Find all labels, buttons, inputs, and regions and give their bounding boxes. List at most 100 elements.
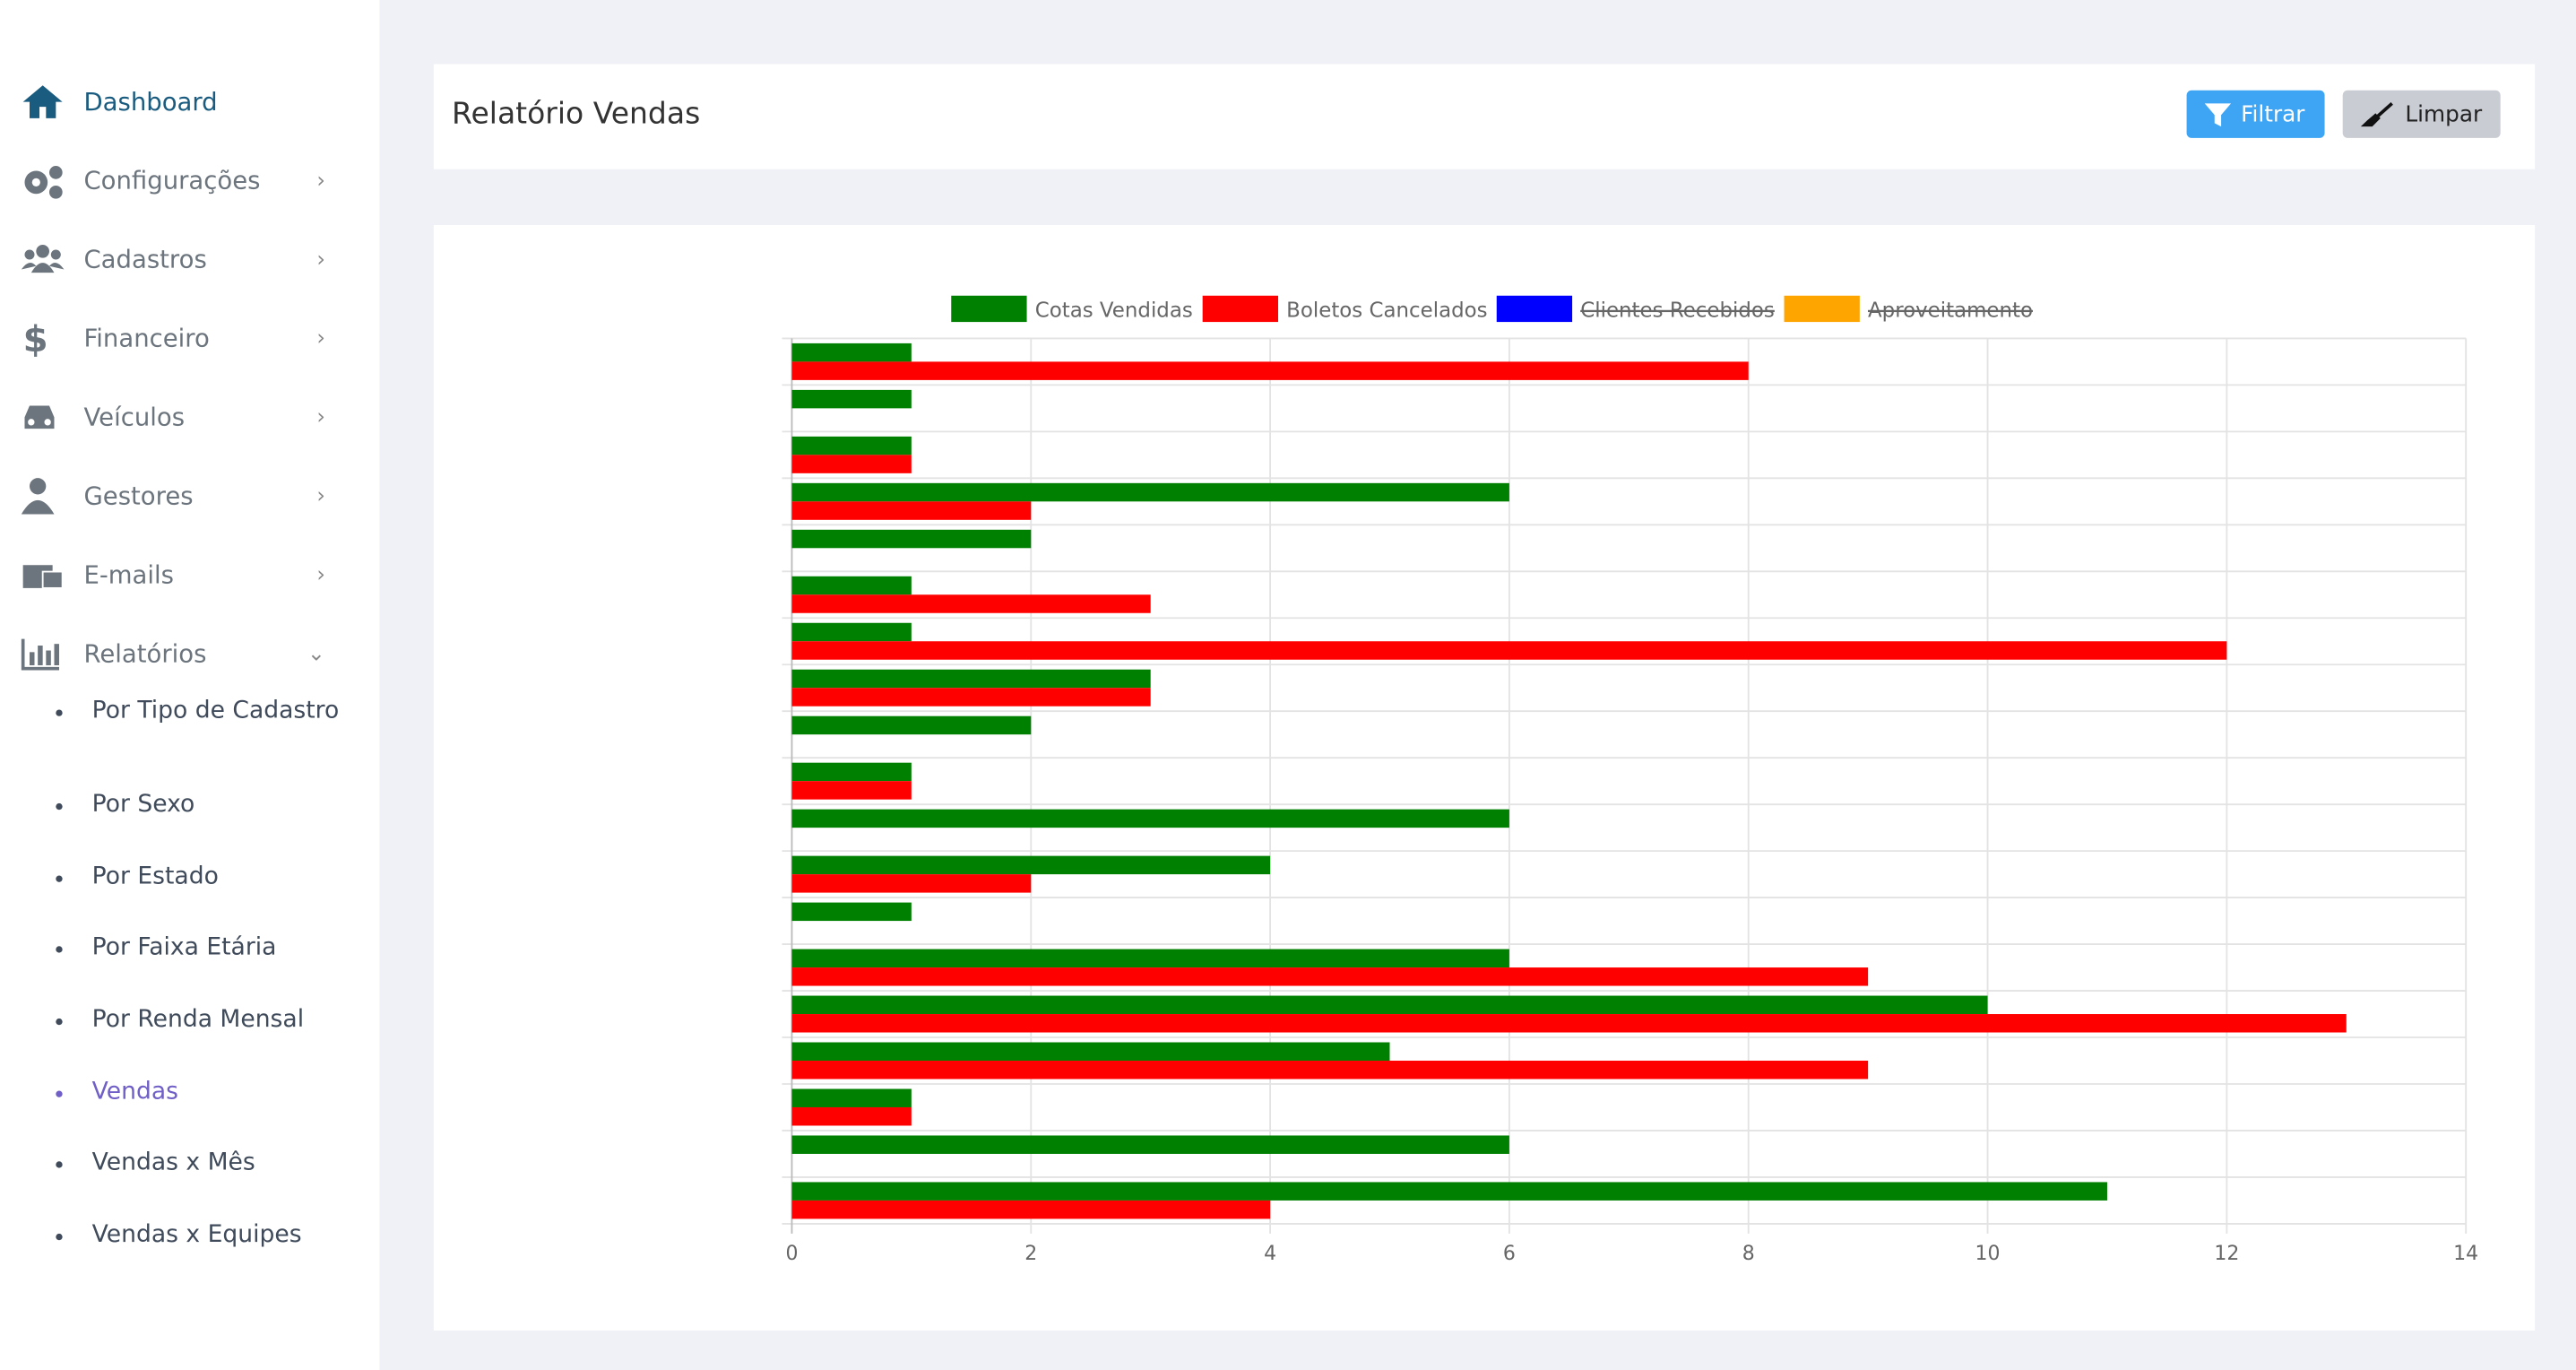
button-label: Limpar (2405, 100, 2483, 127)
legend-label: Aproveitamento (1868, 299, 2033, 323)
icon: $ (23, 318, 48, 358)
bar (791, 576, 912, 595)
menu-item[interactable]: Gestores › (20, 472, 332, 521)
menu-label: E-mails (83, 559, 175, 590)
menu-item[interactable]: Cadastros › (20, 235, 332, 284)
submenu-label: Vendas (91, 1079, 178, 1106)
x-tick-label: 0 (785, 1243, 798, 1265)
submenu-item[interactable]: Por Faixa Etária (56, 930, 343, 967)
bar (791, 622, 912, 642)
legend-label: Boletos Cancelados (1286, 299, 1487, 323)
bar (791, 669, 1151, 689)
x-tick-label: 8 (1742, 1243, 1755, 1265)
submenu-label: Por Estado (91, 863, 219, 890)
button-label: Filtrar (2241, 100, 2305, 127)
legend-swatch (1496, 295, 1573, 323)
x-tick-label: 6 (1503, 1243, 1516, 1265)
submenu-item[interactable]: Por Tipo de Cadastro (56, 693, 343, 731)
legend-swatch (1202, 295, 1278, 323)
bar (791, 1106, 912, 1126)
filter-button[interactable]: Filtrar (2186, 90, 2325, 138)
svg-text:$: $ (23, 318, 48, 358)
bar (791, 482, 1509, 502)
legend-label: Cotas Vendidas (1035, 299, 1193, 323)
bar (791, 1135, 1509, 1154)
bar (791, 995, 1988, 1015)
bar (791, 1061, 1869, 1080)
bar (791, 641, 2227, 660)
submenu-item[interactable]: Vendas x Equipes (56, 1218, 343, 1255)
submenu-label: Por Faixa Etária (91, 934, 277, 961)
chart-card: 0 2 4 6 8 10 12 14 Cotas Vendidas Boletos Cancela… (433, 224, 2536, 1331)
bar (791, 455, 912, 473)
menu-label: Veículos (83, 402, 186, 432)
bar (791, 688, 1151, 707)
x-tick-label: 4 (1264, 1243, 1276, 1265)
menu-item[interactable]: Dashboard (20, 77, 332, 126)
bar (791, 389, 912, 409)
bar (791, 361, 1749, 380)
bar (791, 529, 1032, 549)
menu-item[interactable]: Configurações › (20, 156, 332, 205)
x-tick-label: 12 (2214, 1243, 2239, 1265)
chart: 0 2 4 6 8 10 12 14 Cotas Vendidas Boletos Cancela… (782, 295, 2478, 1265)
bar (791, 902, 912, 922)
bar (791, 967, 1869, 986)
submenu-item[interactable]: Vendas (56, 1074, 343, 1112)
menu-label: Configurações (83, 166, 261, 196)
menu-label: Dashboard (83, 87, 218, 117)
bar (791, 715, 1032, 735)
submenu-item[interactable]: Por Estado (56, 859, 343, 897)
x-tick-label: 14 (2453, 1243, 2478, 1265)
bar (791, 501, 1032, 520)
icon (21, 638, 59, 671)
icon (22, 85, 63, 118)
icon (24, 405, 55, 429)
icon (21, 244, 65, 273)
bar (791, 1200, 1271, 1219)
x-tick-label: 2 (1024, 1243, 1037, 1265)
icon (2360, 101, 2393, 126)
sidebar: Dashboard Configurações › Cadastros › $ Fi… (0, 0, 380, 1370)
submenu-item[interactable]: Vendas x Mês (56, 1145, 343, 1183)
bar (791, 1088, 912, 1107)
header-card: Relatório Vendas Filtrar Limpar (433, 64, 2536, 169)
legend-swatch (951, 295, 1027, 323)
menu-item[interactable]: E-mails › (20, 551, 332, 600)
bar (791, 809, 1509, 828)
bar (791, 1042, 1390, 1062)
legend-label: Clientes Recebidos (1580, 299, 1775, 323)
bar (791, 342, 912, 362)
menu-item[interactable]: Veículos › (20, 393, 332, 442)
page-title: Relatório Vendas (452, 97, 701, 132)
submenu-item[interactable]: Por Sexo (56, 787, 343, 825)
icon (2204, 102, 2232, 126)
submenu-label: Por Sexo (91, 792, 195, 819)
menu-item[interactable]: Relatórios ⌄ (20, 629, 332, 679)
submenu-label: Vendas x Mês (91, 1149, 255, 1176)
submenu-item[interactable]: Por Renda Mensal (56, 1002, 343, 1040)
icon (24, 166, 63, 199)
bar (791, 594, 1151, 613)
bar (791, 781, 912, 800)
menu-label: Cadastros (83, 244, 207, 274)
bar (791, 1014, 2347, 1033)
bar (791, 762, 912, 782)
menu-label: Relatórios (83, 638, 207, 669)
x-tick-label: 10 (1975, 1243, 2001, 1265)
bar (791, 855, 1271, 875)
legend-swatch (1784, 295, 1860, 323)
bar (791, 1182, 2107, 1201)
submenu-label: Vendas x Equipes (91, 1222, 302, 1249)
menu-label: Gestores (83, 481, 194, 511)
clear-button[interactable]: Limpar (2342, 90, 2501, 138)
menu-item[interactable]: $ Financeiro › (20, 314, 332, 363)
submenu-label: Por Tipo de Cadastro (91, 698, 340, 724)
bar (791, 874, 1032, 893)
icon (22, 565, 64, 589)
menu-label: Financeiro (83, 323, 210, 353)
bar (791, 949, 1509, 968)
bar (791, 436, 912, 455)
